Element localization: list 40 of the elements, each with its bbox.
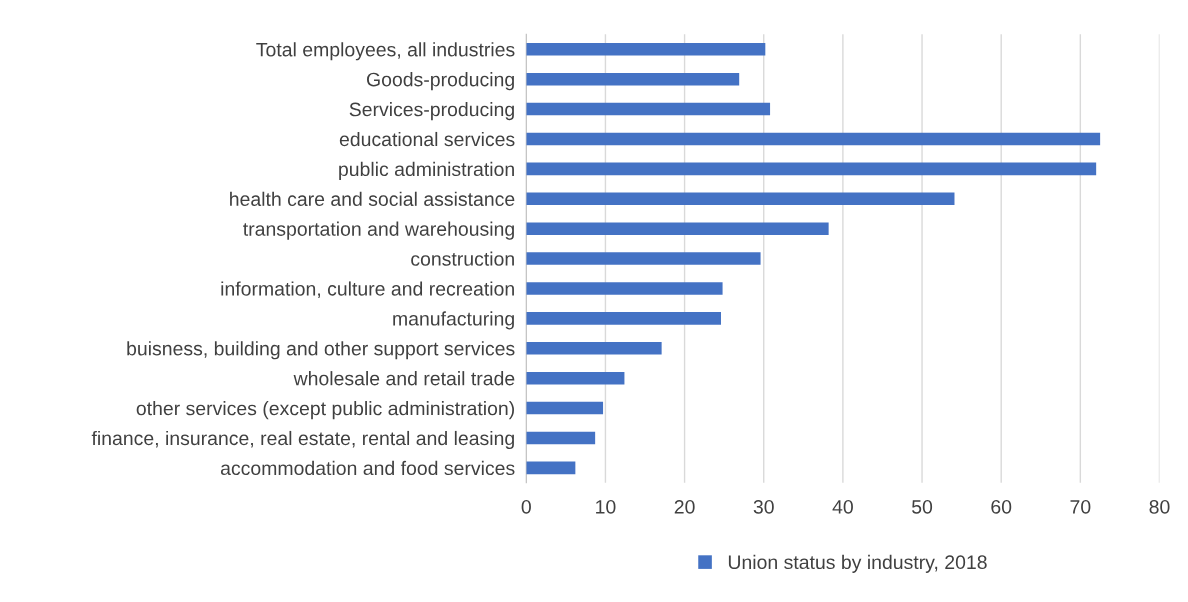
bar [526,312,721,325]
bar [526,72,740,86]
x-tick-label: 0 [521,499,531,514]
x-tick-label: 40 [832,499,853,514]
bar [526,132,1101,146]
y-tick-label: manufacturing [393,311,514,330]
y-tick-label: accommodation and food services [220,460,515,476]
y-tick-label: educational services [339,131,515,147]
bar [526,252,761,265]
x-tick-label: 30 [753,499,774,514]
x-tick-label: 60 [991,499,1012,514]
bar [526,371,625,385]
legend-label: Union status by industry, 2018 [728,554,987,573]
y-tick-label: buisness, building and other support services [127,341,515,360]
y-tick-label: Goods-producing [367,72,514,91]
y-tick-label: public administration [339,161,514,180]
x-tick-label: 70 [1070,499,1091,514]
bar [526,431,596,445]
bar [526,192,955,206]
y-tick-label: transportation and warehousing [243,221,514,240]
y-tick-label: Services-producing [349,102,514,121]
y-tick-label: construction [411,251,514,266]
bar [526,42,766,56]
x-tick-label: 50 [912,499,933,514]
y-tick-label: finance, insurance, real estate, rental and leasing [91,430,514,450]
x-tick-label: 20 [674,499,695,514]
bar [526,222,829,235]
y-tick-label: other services (except public administration) [136,401,514,420]
y-tick-label: information, culture and recreation [221,281,514,298]
bar [526,282,723,295]
y-tick-label: health care and social assistance [230,191,515,206]
bar [526,461,576,475]
bar [526,341,662,355]
y-tick-label: Total employees, all industries [256,42,515,61]
x-tick-label: 80 [1149,499,1170,514]
y-tick-label: wholesale and retail trade [293,371,515,386]
x-tick-label: 10 [596,499,616,514]
bar [526,401,604,415]
bar [526,102,771,116]
bar [526,162,1097,176]
